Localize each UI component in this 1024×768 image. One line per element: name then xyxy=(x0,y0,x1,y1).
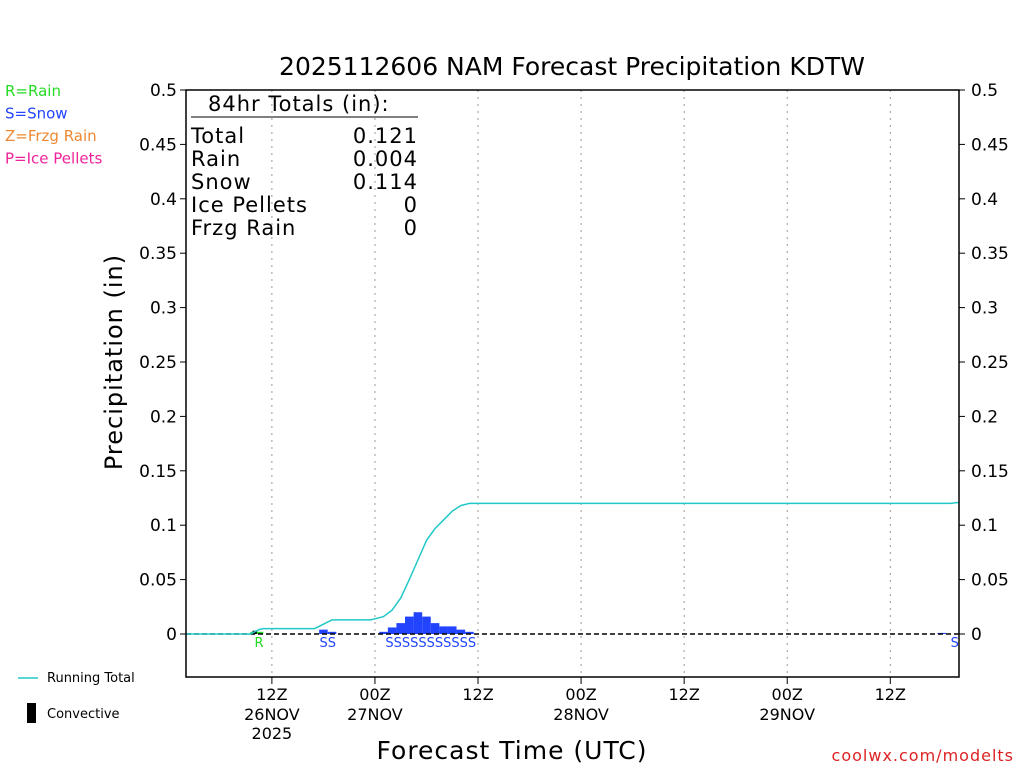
precip-bar xyxy=(430,623,440,634)
x-tick-label: 12Z xyxy=(668,685,699,704)
ptype-label: R xyxy=(254,636,263,651)
x-tick-label: 12Z xyxy=(462,685,493,704)
precip-bar xyxy=(396,623,406,634)
running-total-legend: Running Total xyxy=(47,671,135,686)
totals-row-label: Rain xyxy=(191,147,241,171)
y-tick-label-left: 0 xyxy=(166,625,177,645)
x-tick-label: 12Z xyxy=(875,685,906,704)
x-tick-label: 00Z xyxy=(772,685,803,704)
y-axis-ticks: 0 00.05 0.050.1 0.10.15 0.150.2 0.20.25 0.250.… xyxy=(139,81,1009,645)
totals-row-value: 0 xyxy=(404,216,418,240)
precip-bar xyxy=(456,629,466,634)
y-tick-label-right: 0 xyxy=(971,625,982,645)
credit-link[interactable]: coolwx.com/modelts xyxy=(832,746,1014,765)
x-tick-date: 26NOV xyxy=(244,705,300,724)
precip-bar xyxy=(439,626,448,634)
precip-bar xyxy=(387,627,397,634)
y-tick-label-right: 0.3 xyxy=(971,299,998,319)
x-tick-year: 2025 xyxy=(252,724,293,743)
y-tick-label-right: 0.2 xyxy=(971,407,998,427)
y-tick-label-right: 0.45 xyxy=(971,135,1009,155)
y-tick-label-left: 0.25 xyxy=(139,353,177,373)
ptype-label: SS xyxy=(319,636,336,651)
y-tick-label-left: 0.1 xyxy=(150,516,177,536)
y-tick-label-left: 0.45 xyxy=(139,135,177,155)
x-tick-date: 27NOV xyxy=(347,705,403,724)
totals-row-value: 0.004 xyxy=(353,147,418,171)
totals-row-value: 0.121 xyxy=(353,124,418,148)
y-tick-label-left: 0.35 xyxy=(139,244,177,264)
y-tick-label-right: 0.25 xyxy=(971,353,1009,373)
ptype-label: SSSSSSSSSSS xyxy=(385,636,476,651)
y-tick-label-right: 0.15 xyxy=(971,462,1009,482)
ptype-labels: R SS SSSSSSSSSSS S xyxy=(254,636,958,651)
y-tick-label-right: 0.1 xyxy=(971,516,998,536)
totals-row-label: Frzg Rain xyxy=(191,216,296,240)
y-tick-label-left: 0.2 xyxy=(150,407,177,427)
y-tick-label-left: 0.05 xyxy=(139,571,177,591)
x-tick-label: 00Z xyxy=(565,685,596,704)
running-total-line xyxy=(186,501,960,635)
convective-swatch xyxy=(27,703,36,723)
totals-row-label: Ice Pellets xyxy=(191,193,308,217)
legend-item: P=Ice Pellets xyxy=(5,150,102,168)
legend-item: Z=Frzg Rain xyxy=(5,127,97,145)
precip-bar xyxy=(465,631,474,634)
x-tick-date: 28NOV xyxy=(553,705,609,724)
totals-row-label: Snow xyxy=(191,170,252,194)
precip-bar xyxy=(254,631,264,634)
x-tick-label: 12Z xyxy=(256,685,287,704)
y-tick-label-right: 0.4 xyxy=(971,190,998,210)
y-tick-label-left: 0.5 xyxy=(150,81,177,101)
precip-bar xyxy=(422,616,431,634)
precip-bar xyxy=(413,612,423,634)
y-tick-label-left: 0.4 xyxy=(150,190,177,210)
y-tick-label-left: 0.3 xyxy=(150,299,177,319)
convective-legend: Convective xyxy=(47,707,120,722)
precip-bar xyxy=(319,629,328,634)
legend-item: R=Rain xyxy=(5,82,61,100)
x-tick-label: 00Z xyxy=(359,685,390,704)
totals-row-value: 0.114 xyxy=(353,170,418,194)
plot-frame xyxy=(185,89,960,678)
legend-item: S=Snow xyxy=(5,105,68,123)
y-tick-label-right: 0.05 xyxy=(971,571,1009,591)
ptype-label: S xyxy=(951,636,959,651)
y-tick-label-left: 0.15 xyxy=(139,462,177,482)
totals-box: 84hr Totals (in): Total 0.121 Rain 0.004 Snow… xyxy=(190,92,418,240)
y-axis-label: Precipitation (in) xyxy=(100,254,128,470)
chart-title: 2025112606 NAM Forecast Precipitation KD… xyxy=(279,52,865,81)
y-tick-label-right: 0.35 xyxy=(971,244,1009,264)
precip-bars xyxy=(250,612,947,634)
precip-bar xyxy=(447,626,457,634)
y-tick-label-right: 0.5 xyxy=(971,81,998,101)
precip-bar xyxy=(379,631,388,634)
x-tick-date: 29NOV xyxy=(759,705,815,724)
precip-bar xyxy=(405,616,414,634)
totals-header: 84hr Totals (in): xyxy=(208,92,390,116)
ptype-legend: R=Rain S=Snow Z=Frzg Rain P=Ice Pellets xyxy=(5,82,102,168)
precip-bar xyxy=(327,631,337,634)
totals-row-value: 0 xyxy=(404,193,418,217)
x-axis-label: Forecast Time (UTC) xyxy=(377,736,648,765)
totals-row-label: Total xyxy=(190,124,245,148)
